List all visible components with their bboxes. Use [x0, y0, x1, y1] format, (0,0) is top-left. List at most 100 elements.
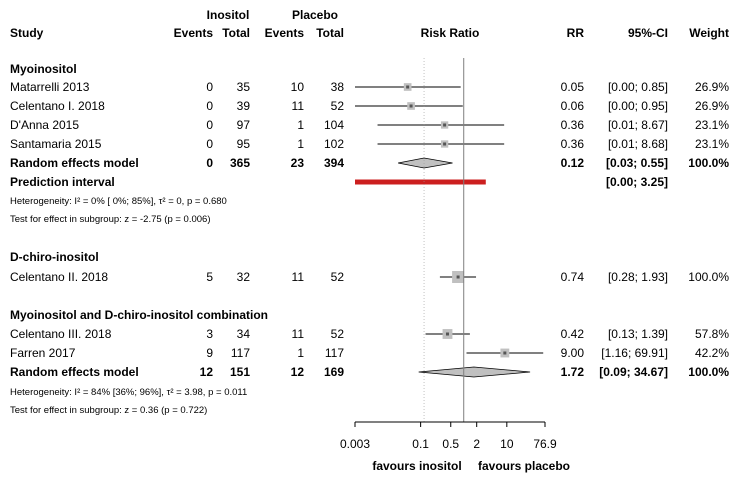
study-label: Celentano III. 2018	[10, 327, 112, 341]
weight-value: 100.0%	[688, 365, 729, 379]
total-placebo: 52	[331, 99, 345, 113]
weight-value: 23.1%	[695, 137, 729, 151]
total-inositol: 151	[230, 365, 250, 379]
heterogeneity-note: Heterogeneity: I² = 84% [36%; 96%], τ² =…	[10, 387, 247, 398]
rr-value: 9.00	[561, 346, 585, 360]
prediction-interval-bar	[355, 179, 486, 185]
events-inositol: 9	[206, 346, 213, 360]
events-inositol: 3	[206, 327, 213, 341]
total-placebo: 104	[324, 118, 344, 132]
subgroup-label: D-chiro-inositol	[10, 250, 99, 264]
header-group-placebo: Placebo	[292, 8, 338, 22]
plot-marks	[355, 58, 544, 422]
point-estimate	[443, 123, 447, 127]
pooled-diamond	[398, 157, 453, 169]
rr-value: 0.36	[561, 137, 585, 151]
ci-value: [0.00; 3.25]	[606, 175, 668, 189]
events-inositol: 0	[206, 156, 213, 170]
point-estimate	[456, 275, 460, 279]
weight-value: 57.8%	[695, 327, 729, 341]
events-placebo: 1	[297, 346, 304, 360]
header-events-2: Events	[265, 26, 305, 40]
total-inositol: 97	[237, 118, 251, 132]
total-placebo: 102	[324, 137, 344, 151]
events-inositol: 5	[206, 270, 213, 284]
favours-left-label: favours inositol	[372, 459, 461, 473]
events-placebo: 1	[297, 118, 304, 132]
x-axis: 0.003 0.1 0.5 2 10 76.9	[340, 421, 557, 451]
header-group-inositol: Inositol	[207, 8, 250, 22]
ci-value: [0.00; 0.85]	[608, 80, 668, 94]
events-placebo: 1	[297, 137, 304, 151]
total-placebo: 52	[331, 270, 345, 284]
rr-value: 0.05	[561, 80, 585, 94]
events-placebo: 11	[292, 270, 305, 284]
weight-value: 100.0%	[688, 156, 729, 170]
events-placebo: 11	[292, 327, 305, 341]
events-placebo: 11	[292, 99, 305, 113]
events-inositol: 0	[206, 99, 213, 113]
header-total-1: Total	[222, 26, 250, 40]
header-weight: Weight	[689, 26, 729, 40]
pooled-label: Random effects model	[10, 365, 139, 379]
events-inositol: 0	[206, 137, 213, 151]
events-placebo: 23	[291, 156, 305, 170]
rr-value: 0.36	[561, 118, 585, 132]
total-placebo: 52	[331, 327, 345, 341]
weight-value: 100.0%	[688, 270, 729, 284]
point-estimate	[443, 142, 447, 146]
header-ci: 95%-CI	[628, 26, 668, 40]
total-placebo: 394	[324, 156, 344, 170]
study-label: Celentano II. 2018	[10, 270, 108, 284]
weight-value: 23.1%	[695, 118, 729, 132]
header-rr: RR	[567, 26, 585, 40]
total-inositol: 32	[237, 270, 251, 284]
column-header: Inositol Placebo Study Events Total Even…	[10, 8, 729, 40]
total-inositol: 117	[231, 346, 250, 360]
prediction-label: Prediction interval	[10, 175, 115, 189]
rr-value: 0.42	[561, 327, 585, 341]
heterogeneity-note: Heterogeneity: I² = 0% [ 0%; 85%], τ² = …	[10, 196, 227, 207]
rr-value: 0.06	[561, 99, 585, 113]
x-tick-label: 0.1	[412, 437, 429, 451]
pooled-diamond	[418, 366, 531, 378]
weight-value: 26.9%	[695, 99, 729, 113]
header-events-1: Events	[174, 26, 214, 40]
weight-value: 42.2%	[695, 346, 729, 360]
rr-value: 0.74	[561, 270, 585, 284]
total-inositol: 39	[237, 99, 251, 113]
ci-value: [0.00; 0.95]	[608, 99, 668, 113]
subgroup-label: Myoinositol and D-chiro-inositol combina…	[10, 308, 268, 322]
study-label: Matarrelli 2013	[10, 80, 90, 94]
total-inositol: 34	[237, 327, 251, 341]
x-tick-label: 0.5	[442, 437, 459, 451]
rr-value: 0.12	[561, 156, 585, 170]
events-placebo: 10	[291, 80, 305, 94]
events-inositol: 0	[206, 80, 213, 94]
x-tick-label: 0.003	[340, 437, 370, 451]
header-study: Study	[10, 26, 44, 40]
events-inositol: 0	[206, 118, 213, 132]
rr-value: 1.72	[561, 365, 585, 379]
point-estimate	[445, 332, 449, 336]
study-label: Santamaria 2015	[10, 137, 102, 151]
total-inositol: 95	[237, 137, 251, 151]
ci-value: [0.01; 8.68]	[608, 137, 668, 151]
total-placebo: 38	[331, 80, 345, 94]
x-tick-label: 76.9	[533, 437, 557, 451]
ci-value: [0.13; 1.39]	[608, 327, 668, 341]
total-inositol: 35	[237, 80, 251, 94]
x-tick-label: 10	[500, 437, 514, 451]
ci-value: [0.28; 1.93]	[608, 270, 668, 284]
total-placebo: 117	[325, 346, 344, 360]
heterogeneity-note: Test for effect in subgroup: z = 0.36 (p…	[10, 405, 207, 416]
subgroup-label: Myoinositol	[10, 62, 77, 76]
study-label: Farren 2017	[10, 346, 76, 360]
heterogeneity-note: Test for effect in subgroup: z = -2.75 (…	[10, 214, 211, 225]
total-inositol: 365	[230, 156, 250, 170]
x-tick-label: 2	[473, 437, 480, 451]
header-risk-ratio: Risk Ratio	[421, 26, 480, 40]
favours-right-label: favours placebo	[478, 459, 570, 473]
